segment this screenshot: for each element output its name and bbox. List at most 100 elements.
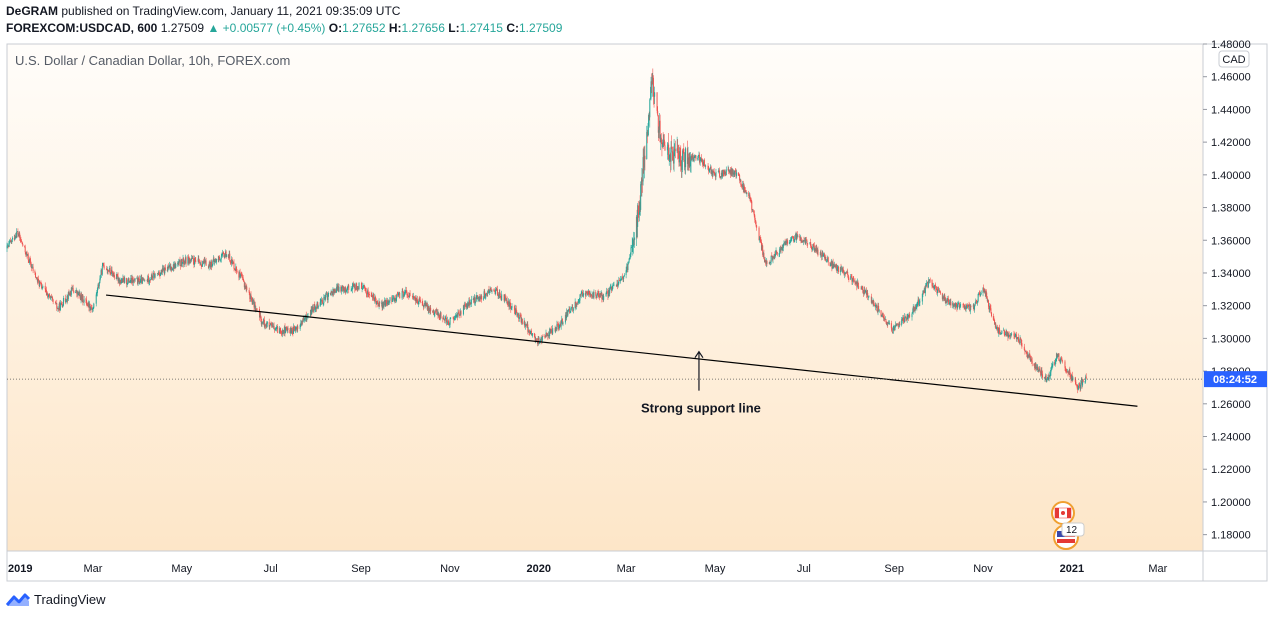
candle-body [310,309,312,315]
candle-body [1001,330,1003,334]
candle-body [1071,374,1073,380]
candle-body [197,258,199,262]
annotation-group[interactable]: Strong support line [641,350,761,416]
candle-body [697,157,699,160]
publisher-name: DeGRAM [6,4,59,18]
time-tick-label: Mar [83,563,102,575]
candle-body [139,282,141,284]
candle-body [714,173,716,177]
candle-body [271,325,273,327]
candle-body [731,169,733,174]
candle-body [569,308,571,313]
candle-body [700,157,702,162]
candle-body [262,321,264,323]
candle-body [1026,353,1028,358]
candle-body [282,329,284,334]
candle-body [538,342,540,344]
candle-body [496,289,498,296]
candle-body [692,157,694,162]
candle-body [667,144,669,147]
candle-body [933,285,935,290]
candle-body [252,300,254,305]
time-axis[interactable]: 2019 Mar May Jul Sep Nov 2020 Mar May Jul Sep Nov 20… [8,563,1168,575]
candle-body [915,306,917,309]
open-value: 1.27652 [342,21,386,35]
candle-body [781,246,783,251]
candle-body [44,285,46,290]
candle-body [418,301,420,305]
candle-body [468,300,470,306]
candle-body [606,291,608,294]
candle-body [149,279,151,282]
candle-body [154,273,156,278]
candle-body [357,287,359,290]
candle-body [713,171,715,172]
price-axis[interactable]: 1.480001.460001.440001.420001.400001.380… [1203,39,1251,542]
candle-body [283,333,285,334]
candle-body [427,306,429,311]
candle-body [352,283,354,287]
candle-body [174,263,176,269]
candle-body [489,288,491,292]
candle-body [98,282,100,287]
candle-body [83,299,85,303]
candle-body [984,290,986,293]
candle-body [887,322,889,325]
countdown-label: 08:24:52 [1204,371,1267,388]
support-trendline[interactable] [105,294,1138,407]
candle-body [765,260,767,264]
candle-body [953,305,955,307]
candle-body [170,266,172,271]
candle-body [376,301,378,303]
candle-body [80,294,82,301]
candle-body [474,297,476,303]
candle-body [89,304,91,309]
candle-body [944,295,946,298]
candle-body [1074,377,1076,382]
candle-body [178,260,180,262]
candle-body [209,264,211,268]
candle-body [520,314,522,323]
candle-body [618,280,620,284]
candle-body [434,310,436,314]
candle-body [936,289,938,294]
candle-body [453,317,455,320]
candle-body [911,313,913,318]
candle-body [938,290,940,292]
candle-body [1051,365,1053,367]
candle-body [510,307,512,310]
candle-body [762,253,764,255]
candle-body [995,328,997,330]
candle-body [280,331,282,332]
trendline-group[interactable] [7,294,1203,407]
candle-body [1054,362,1056,365]
candle-body [58,303,60,310]
candle-body [128,278,130,283]
candle-body [1059,359,1061,363]
candle-body [968,305,970,306]
candle-body [824,254,826,259]
candle-body [200,263,202,266]
candle-body [88,302,90,309]
plot-area[interactable] [7,44,1203,551]
candle-body [272,325,274,327]
support-annotation[interactable]: Strong support line [641,401,761,416]
candle-body [428,309,430,312]
candle-body [437,312,439,316]
candle-body [779,248,781,251]
candle-body [531,334,533,336]
candle-body [701,159,703,162]
candle-body [322,303,324,304]
candle-body [234,268,236,270]
candle-body [865,290,867,295]
candle-body [977,301,979,303]
candle-body [932,286,934,287]
candle-body [880,310,882,317]
candle-body [1048,374,1050,380]
candle-body [784,241,786,244]
candle-body [208,265,210,269]
economic-events[interactable]: 12 [1051,501,1085,550]
candle-body [14,238,16,240]
candle-body [886,323,888,325]
